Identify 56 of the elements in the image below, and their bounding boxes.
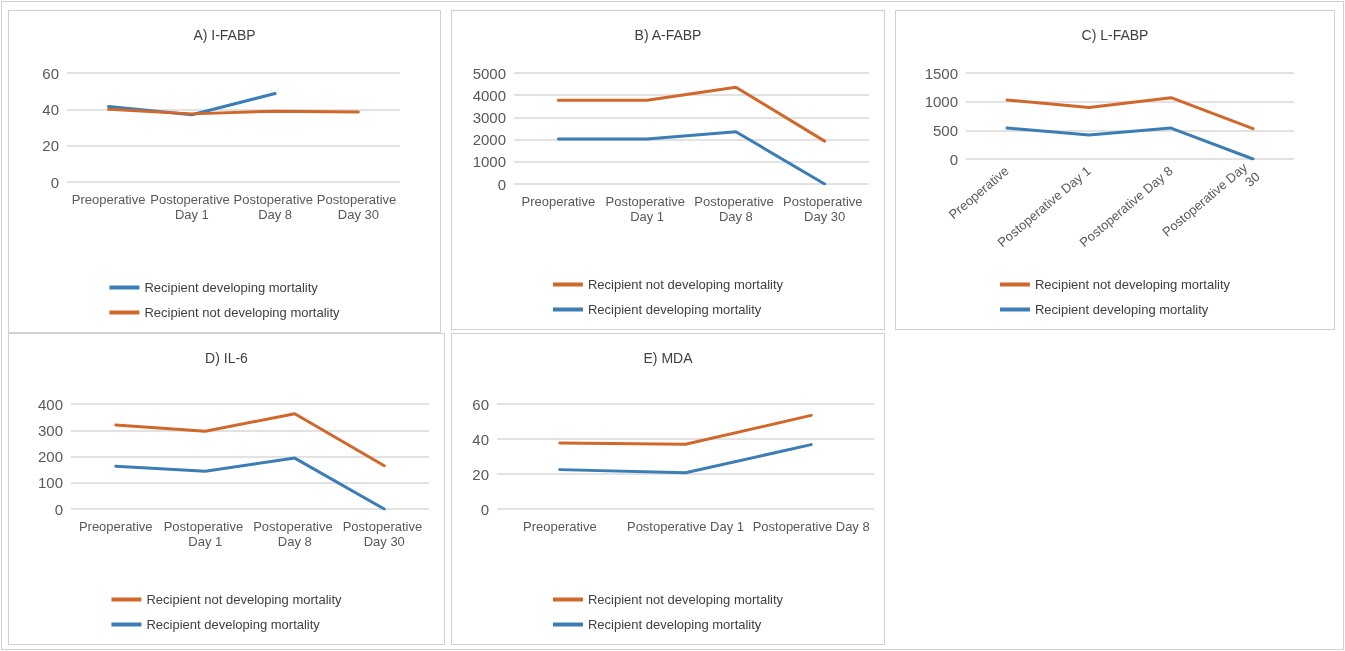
y-tick-label: 20 — [472, 465, 489, 483]
y-tick-label: 0 — [497, 175, 506, 193]
y-tick-label: 2000 — [472, 131, 506, 149]
x-tick-label: Postoperative Day 30 — [342, 519, 426, 549]
x-tick-label: Postoperative Day 30 — [316, 192, 400, 222]
y-tick-label: 0 — [480, 500, 489, 518]
x-tick-label: Postoperative Day 1 — [150, 192, 234, 222]
x-tick-label: Postoperative Day 1 — [163, 519, 247, 549]
x-tick-label: Postoperative Day 8 — [694, 194, 778, 224]
y-tick-label: 1000 — [472, 153, 506, 171]
legend-label: Recipient developing mortality — [144, 280, 319, 295]
y-tick-label: 0 — [50, 173, 59, 191]
y-tick-label: 3000 — [472, 108, 506, 126]
y-tick-label: 300 — [37, 421, 63, 439]
legend-label: Recipient developing mortality — [587, 302, 762, 317]
y-tick-label: 100 — [37, 474, 63, 492]
chart-title: B) A-FABP — [634, 27, 702, 43]
x-tick-label: Postoperative Day 8 — [752, 519, 870, 534]
line-series — [114, 456, 386, 511]
x-tick-label: Preoperative — [522, 519, 597, 534]
y-tick-label: 60 — [42, 64, 59, 82]
legend-label: Recipient not developing mortality — [146, 592, 343, 607]
x-tick-label: Postoperative Day 30 — [783, 194, 867, 224]
y-tick-label: 60 — [472, 395, 489, 413]
x-tick-label: Postoperative Day 8 — [233, 192, 317, 222]
x-tick-label: Preoperative — [521, 194, 596, 209]
legend-label: Recipient not developing mortality — [1034, 277, 1231, 292]
y-tick-label: 400 — [37, 395, 63, 413]
y-tick-label: 0 — [949, 150, 958, 168]
chart-title: A) I-FABP — [193, 27, 256, 43]
x-tick-label: Postoperative Day 8 — [253, 519, 337, 549]
y-tick-label: 0 — [54, 500, 63, 518]
y-tick-label: 500 — [932, 121, 958, 139]
x-tick-label: Preoperative — [71, 192, 146, 207]
y-tick-label: 1500 — [924, 64, 958, 82]
line-series — [114, 412, 386, 468]
chart-title: E) MDA — [643, 350, 694, 366]
y-tick-label: 5000 — [472, 64, 506, 82]
chart-title: D) IL-6 — [205, 350, 249, 366]
y-tick-label: 1000 — [924, 93, 958, 111]
y-tick-label: 4000 — [472, 86, 506, 104]
y-tick-label: 20 — [42, 137, 59, 155]
x-tick-label: Postoperative Day 1 — [605, 194, 689, 224]
y-tick-label: 40 — [42, 100, 59, 118]
x-tick-label: Preoperative — [78, 519, 153, 534]
y-tick-label: 40 — [472, 430, 489, 448]
line-series — [1005, 96, 1255, 131]
legend-label: Recipient not developing mortality — [587, 277, 784, 292]
legend-label: Recipient developing mortality — [587, 617, 762, 632]
y-tick-label: 200 — [37, 448, 63, 465]
legend-label: Recipient not developing mortality — [144, 305, 341, 320]
chart-title: C) L-FABP — [1081, 27, 1149, 43]
legend-label: Recipient not developing mortality — [587, 592, 784, 607]
legend-label: Recipient developing mortality — [1034, 302, 1209, 317]
legend-label: Recipient developing mortality — [146, 617, 321, 632]
x-tick-label: Postoperative Day 1 — [626, 519, 745, 534]
